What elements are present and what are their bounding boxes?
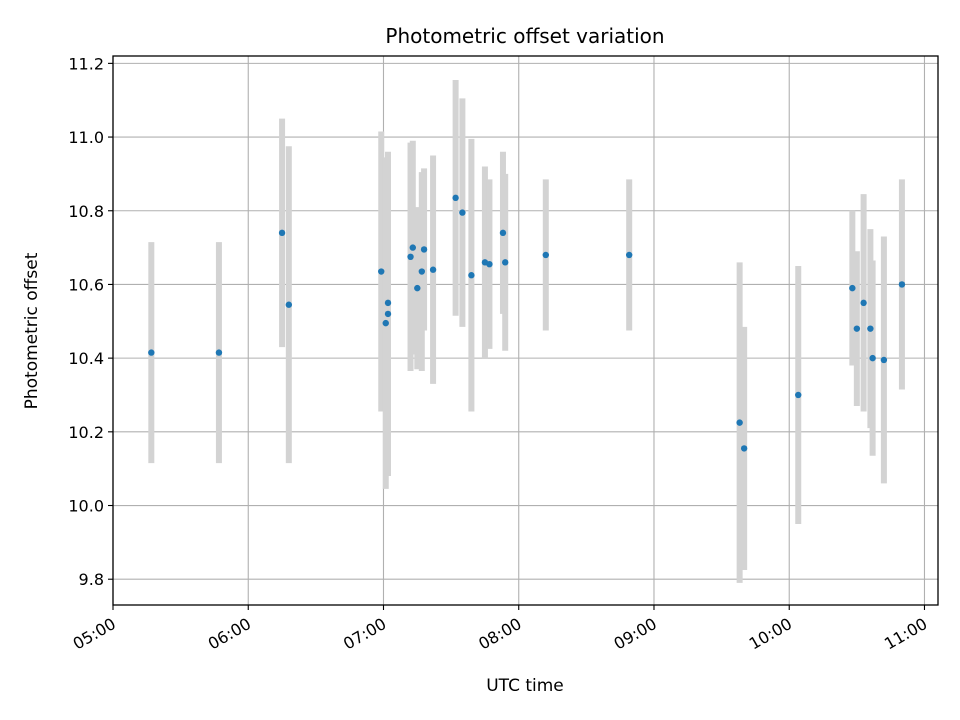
y-tick-label: 10.6 [68,275,104,294]
data-point [880,356,888,364]
data-point [409,244,416,251]
data-point [452,194,459,202]
data-point [795,391,802,399]
data-point [384,299,392,307]
data-point [869,354,876,362]
data-point [384,310,392,318]
y-tick-label: 10.0 [68,497,104,516]
grid-lines [112,56,938,605]
y-tick-label: 10.4 [68,349,104,368]
y-axis-ticks: 9.8 10.0 10.2 10.4 10.6 10.8 11.0 11.2 [68,54,113,589]
data-point [499,229,507,237]
y-tick-label: 10.8 [68,202,104,221]
y-tick-label: 11.2 [68,54,104,73]
data-point [459,209,466,216]
plot-frame [112,55,939,606]
data-point [420,246,428,253]
data-point [542,251,549,259]
data-point [867,325,874,332]
data-point [285,301,293,308]
data-point [898,281,906,288]
data-point [625,251,633,259]
data-point [414,284,421,292]
data-point [215,349,223,356]
data-point [736,419,743,426]
y-tick-label: 10.2 [68,423,104,442]
data-point [468,272,475,279]
y-tick-label: 9.8 [79,570,104,589]
data-point [148,349,155,356]
y-tick-label: 11.0 [68,128,104,147]
data-point [486,260,493,268]
data-point [429,266,437,273]
data-point [860,299,867,307]
data-point [382,319,389,327]
data-point [418,268,426,275]
x-axis-label: UTC time [486,676,564,696]
data-point [378,268,385,275]
y-axis-label: Photometric offset [22,252,42,409]
data-point [278,229,286,237]
data-point [502,259,509,266]
data-point [849,284,856,292]
data-point [853,325,861,332]
data-point [740,445,748,452]
data-point [407,253,414,261]
chart-title: Photometric offset variation [385,24,664,48]
data-points [148,194,906,452]
